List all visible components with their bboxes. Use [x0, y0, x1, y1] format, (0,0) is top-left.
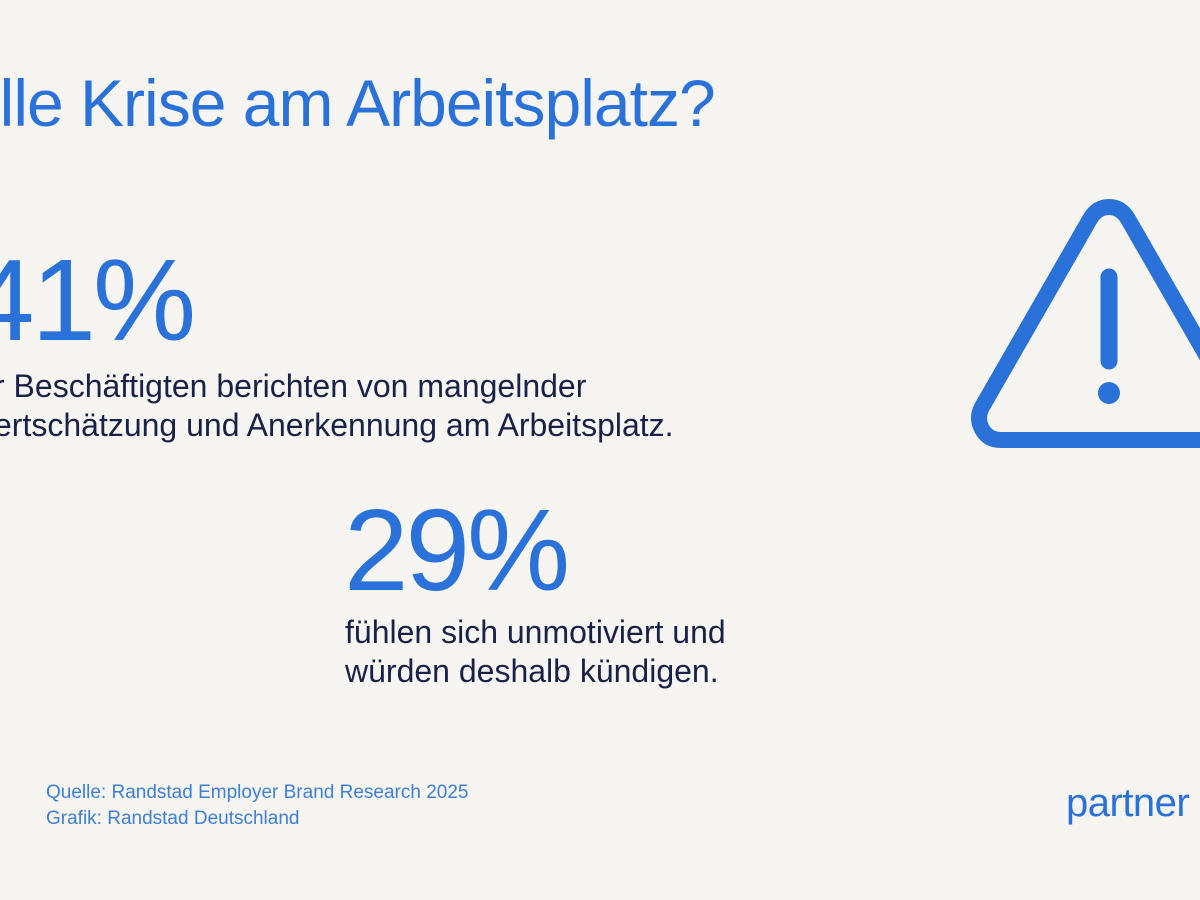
warning-triangle-icon	[971, 199, 1200, 448]
stat-41-description-line-2: ertschätzung und Anerkennung am Arbeitsp…	[0, 407, 674, 443]
stat-29-percent-value: 29%	[344, 485, 570, 615]
stat-41-percent-value: 41%	[0, 235, 196, 365]
brand-logo: partner	[1066, 781, 1190, 825]
stat-29-percent-description: fühlen sich unmotiviert und würden desha…	[345, 613, 726, 691]
stat-29-description-line-2: würden deshalb kündigen.	[345, 653, 719, 689]
infographic-title: ille Krise am Arbeitsplatz?	[0, 66, 716, 140]
graphic-credit-line: Grafik: Randstad Deutschland	[46, 808, 300, 829]
source-credits: Quelle: Randstad Employer Brand Research…	[46, 780, 468, 832]
stat-29-description-line-1: fühlen sich unmotiviert und	[345, 614, 726, 650]
source-line: Quelle: Randstad Employer Brand Research…	[46, 782, 469, 803]
stat-41-description-line-1: r Beschäftigten berichten von mangelnder	[0, 368, 587, 404]
stat-41-percent-description: r Beschäftigten berichten von mangelnder…	[0, 367, 674, 445]
